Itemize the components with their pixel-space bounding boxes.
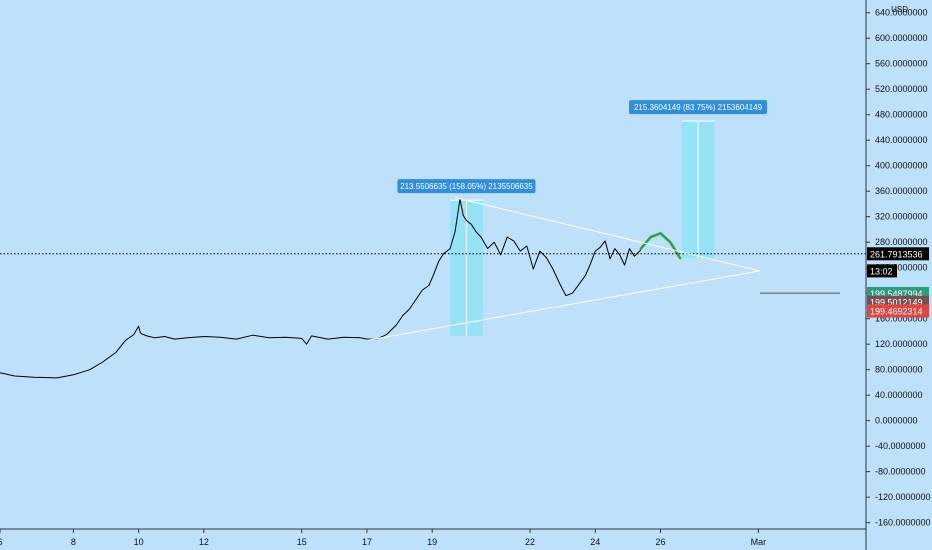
y-tick-label: 480.0000000 [875, 110, 928, 120]
triangle-lower-line[interactable] [366, 270, 761, 341]
y-tick-label: 400.0000000 [875, 161, 928, 171]
x-tick-label: 22 [525, 537, 535, 547]
currency-label: USD [891, 5, 908, 14]
measure-label: 215.3604149 (83.75%) 2153604149 [634, 103, 763, 112]
x-tick-label: 19 [427, 537, 437, 547]
price-tag-label: 261.7913536 [870, 249, 923, 259]
y-tick-label: 440.0000000 [875, 135, 928, 145]
y-tick-label: 160.0000000 [875, 314, 928, 324]
y-tick-label: 240.0000000 [875, 263, 928, 273]
measure-label-box [629, 100, 768, 115]
x-tick-label: 24 [590, 537, 600, 547]
y-tick-label: 640.0000000 [875, 8, 928, 18]
price-tag-label: 199.5487994 [870, 289, 923, 299]
y-tick-label: 120.0000000 [875, 339, 928, 349]
price-tag-label: 199.4692314 [870, 307, 923, 317]
x-tick-label: 15 [297, 537, 307, 547]
y-tick-label: 600.0000000 [875, 33, 928, 43]
y-tick-label: 320.0000000 [875, 212, 928, 222]
y-tick-label: 280.0000000 [875, 237, 928, 247]
price-tag [867, 247, 929, 261]
x-tick-label: 10 [134, 537, 144, 547]
x-tick-label: 26 [656, 537, 666, 547]
price-tag-label: 199.5012149 [870, 298, 923, 308]
x-tick-label: 17 [362, 537, 372, 547]
y-tick-label: -40.0000000 [875, 441, 926, 451]
measure-layer: 213.5506635 (158.05%) 2135506635 215.3604… [397, 100, 768, 336]
price-tag [867, 304, 929, 318]
time-axis[interactable]: 6 8 10 12 15 17 19 22 24 26 Mar [0, 529, 766, 547]
price-series-line [0, 198, 642, 379]
measure-label: 213.5506635 (158.05%) 2135506635 [400, 182, 533, 191]
measure-label-box [397, 179, 536, 194]
x-tick-label: Mar [751, 537, 767, 547]
projection-curve[interactable] [639, 232, 682, 260]
line-layer [0, 198, 682, 379]
y-tick-label: 360.0000000 [875, 186, 928, 196]
x-tick-label: 12 [199, 537, 209, 547]
y-tick-label: 520.0000000 [875, 84, 928, 94]
y-tick-label: 40.0000000 [875, 390, 923, 400]
overlay-layer [0, 197, 866, 341]
y-tick-label: 0.0000000 [875, 416, 918, 426]
y-tick-label: 80.0000000 [875, 365, 923, 375]
y-tick-label: -120.0000000 [875, 492, 931, 502]
y-tick-label: -160.0000000 [875, 518, 931, 528]
triangle-upper-line[interactable] [454, 197, 761, 272]
price-tag-label: 13:02 [870, 266, 893, 276]
x-tick-label: 6 [0, 537, 3, 547]
price-tags: 261.7913536 13:02 199.5487994199.501214919… [867, 247, 929, 318]
y-tick-label: 560.0000000 [875, 59, 928, 69]
y-tick-label: -80.0000000 [875, 467, 926, 477]
x-tick-label: 8 [71, 537, 76, 547]
price-tag [867, 264, 897, 278]
